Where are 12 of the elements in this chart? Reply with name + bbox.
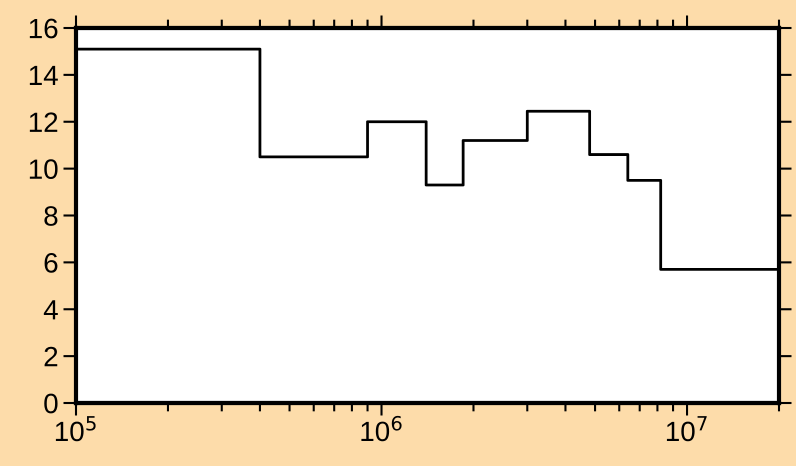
y-tick-label: 2 [44,346,58,366]
y-tick-label: 6 [44,253,58,273]
y-tick-label: 12 [30,112,58,132]
y-tick-label: 0 [44,394,58,414]
x-tick-label: 10$^{6}$ [361,416,402,442]
y-tick-label: 16 [30,18,58,38]
y-tick-label: 4 [44,300,58,320]
y-tick-label: 14 [30,66,58,85]
y-tick-label: 10 [30,159,58,179]
x-tick-label: 10$^{7}$ [666,416,707,442]
y-tick-label: 8 [44,206,58,226]
x-tick-label: 10$^{5}$ [56,416,96,442]
